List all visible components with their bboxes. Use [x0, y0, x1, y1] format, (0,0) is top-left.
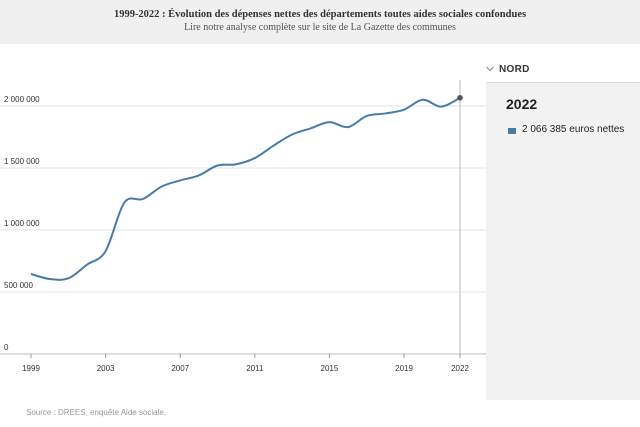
tooltip-value: 2 066 385 euros nettes — [522, 124, 625, 135]
y-tick-label: 0 — [4, 343, 9, 352]
x-tick-label: 1999 — [22, 364, 40, 373]
x-tick-label: 2011 — [246, 364, 264, 373]
chart-header: 1999-2022 : Évolution des dépenses nette… — [0, 0, 640, 44]
x-tick-label: 2003 — [97, 364, 115, 373]
tooltip-panel: 2022 2 066 385 euros nettes — [486, 83, 640, 400]
y-axis-ticks: 0 500 000 1 000 000 1 500 000 2 000 000 — [4, 95, 40, 352]
source-note: Source : DREES, enquête Aide sociale. — [26, 408, 167, 417]
chevron-down-icon — [486, 66, 494, 72]
y-tick-label: 1 500 000 — [4, 157, 40, 166]
chart-subtitle-link[interactable]: Lire notre analyse complète sur le site … — [184, 22, 456, 33]
y-tick-label: 1 000 000 — [4, 219, 40, 228]
department-selector[interactable]: NORD — [486, 58, 640, 83]
x-tick-label: 2007 — [171, 364, 189, 373]
x-tick-label: 2019 — [395, 364, 413, 373]
y-tick-label: 2 000 000 — [4, 95, 40, 104]
y-tick-label: 500 000 — [4, 281, 33, 290]
grid-layer — [0, 105, 486, 355]
tooltip-year: 2022 — [506, 96, 538, 112]
series-line-nord[interactable] — [30, 96, 461, 281]
legend-swatch — [508, 128, 516, 134]
x-tick-label: 2015 — [321, 364, 339, 373]
highlight-point[interactable] — [457, 94, 463, 101]
department-selector-value: NORD — [499, 64, 530, 75]
chart-title: 1999-2022 : Évolution des dépenses nette… — [113, 9, 527, 20]
chart-svg: 0 500 000 1 000 000 1 500 000 2 000 000 1999… — [0, 80, 486, 373]
x-tick-label: 2022 — [451, 364, 469, 373]
line-chart[interactable]: 0 500 000 1 000 000 1 500 000 2 000 000 1999… — [0, 44, 486, 384]
x-axis-ticks: 1999 2003 2007 2011 2015 2019 2022 — [22, 354, 469, 373]
